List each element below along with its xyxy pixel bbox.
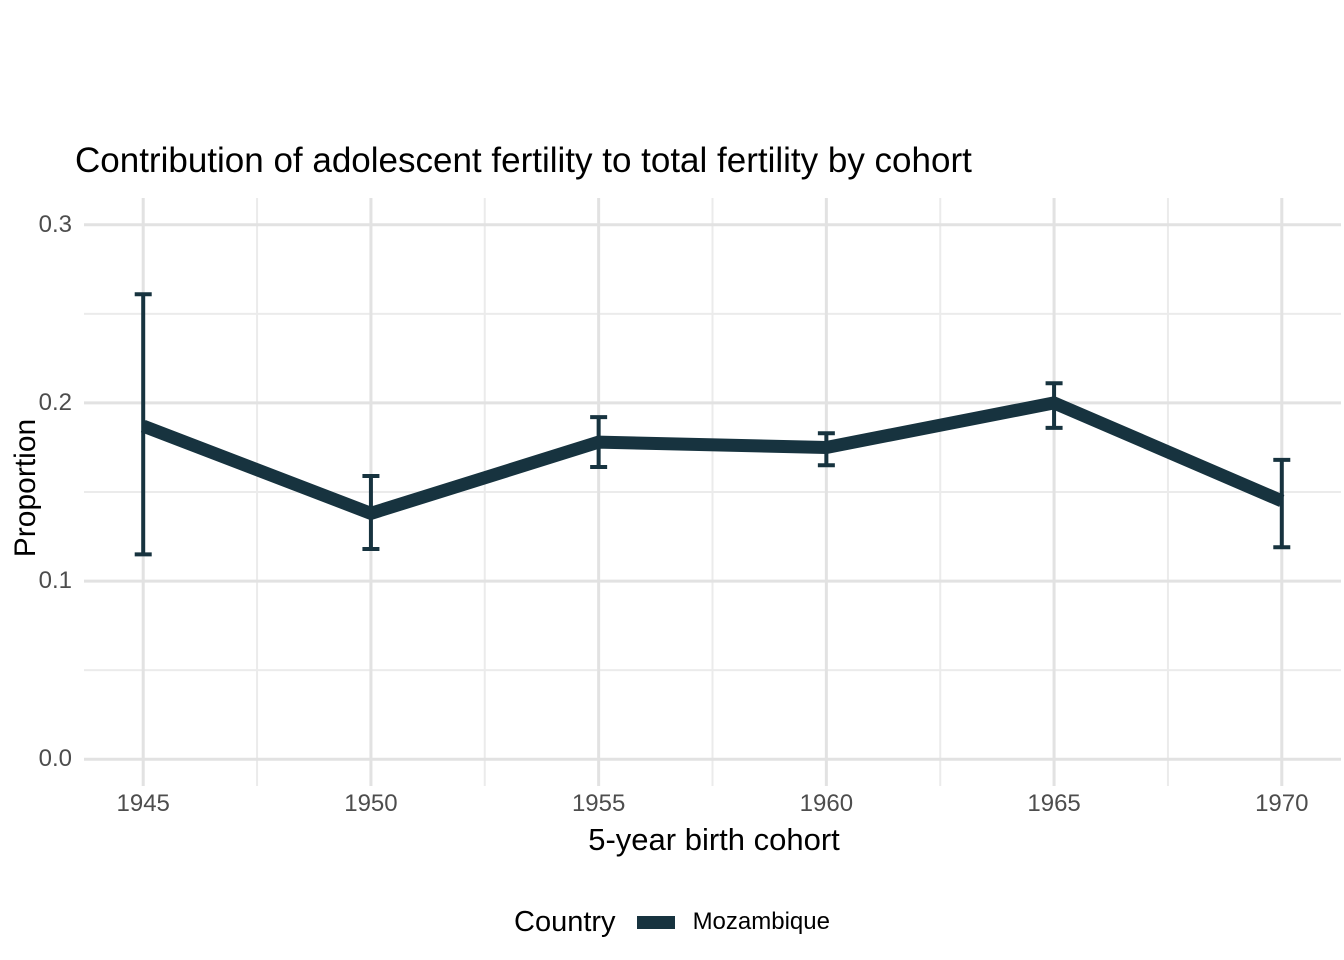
legend-title: Country [514,905,616,938]
y-tick-label: 0.1 [38,567,72,595]
series-line [140,396,1285,520]
y-tick-label: 0.2 [38,388,72,416]
x-tick-label: 1970 [1255,790,1309,817]
x-tick-label: 1945 [116,790,170,817]
y-tick-label: 0.0 [38,745,72,773]
x-tick-label: 1950 [344,790,398,817]
y-axis-title: Proportion [9,418,42,558]
x-axis-title: 5-year birth cohort [588,822,840,857]
legend-label-mozambique: Mozambique [692,908,830,935]
x-tick-label: 1955 [571,790,626,817]
gridlines-minor [84,198,1341,786]
x-tick-label: 1960 [799,790,854,817]
chart-title: Contribution of adolescent fertility to … [75,141,972,180]
y-tick-label: 0.3 [38,210,72,238]
legend: Country Mozambique [0,898,1344,946]
legend-swatch-mozambique [636,915,675,929]
x-tick-label: 1965 [1027,790,1081,817]
